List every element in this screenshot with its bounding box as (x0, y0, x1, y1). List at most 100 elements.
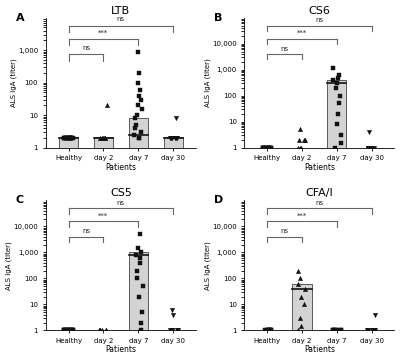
Point (261, 145, 267, 150)
Y-axis label: ALS IgA (titer): ALS IgA (titer) (10, 58, 16, 107)
Point (262, 328, 268, 333)
Point (336, 73, 342, 78)
Point (168, 135, 174, 141)
Point (370, 328, 376, 333)
Point (98, 328, 105, 333)
Point (264, 145, 270, 150)
Title: CS6: CS6 (308, 5, 330, 15)
Point (135, 245, 141, 251)
Point (330, 65, 336, 71)
Point (133, 122, 140, 128)
Point (297, 145, 304, 150)
Point (131, 116, 138, 121)
Point (337, 93, 343, 99)
Point (136, 135, 143, 141)
Point (100, 135, 106, 141)
Bar (94, 136, 113, 148)
Point (62, 135, 69, 141)
Text: ns: ns (280, 228, 289, 234)
Point (138, 320, 144, 325)
Point (63, 135, 69, 141)
Bar (292, 284, 312, 330)
Point (69, 328, 76, 333)
Point (66, 328, 72, 333)
Point (103, 328, 109, 333)
Text: C: C (16, 195, 24, 205)
Point (334, 80, 340, 86)
Point (266, 145, 272, 150)
Point (135, 80, 142, 86)
Bar (129, 118, 148, 148)
Bar (129, 252, 148, 330)
Point (66, 135, 73, 141)
Point (70, 135, 76, 141)
Point (97, 328, 103, 333)
Point (296, 315, 303, 321)
Point (265, 145, 272, 150)
Point (266, 328, 273, 333)
Point (167, 328, 174, 333)
Point (330, 328, 336, 333)
Point (366, 129, 373, 135)
Point (136, 93, 142, 99)
X-axis label: Patients: Patients (304, 346, 335, 355)
Point (365, 145, 371, 150)
Point (137, 255, 144, 261)
Point (102, 135, 108, 141)
Point (66, 328, 72, 333)
Text: D: D (214, 195, 224, 205)
Point (334, 75, 341, 80)
Point (63, 328, 70, 333)
Point (369, 328, 375, 333)
Text: ***: *** (98, 213, 108, 219)
Point (266, 145, 272, 150)
Point (169, 307, 176, 313)
Point (61, 135, 67, 141)
Point (372, 328, 378, 333)
Point (134, 268, 140, 274)
Point (332, 328, 338, 333)
X-axis label: Patients: Patients (105, 163, 136, 172)
Point (97, 328, 103, 333)
Point (136, 135, 142, 141)
Point (260, 145, 267, 150)
Point (138, 97, 144, 103)
Point (173, 116, 179, 121)
Point (338, 132, 344, 138)
Point (97, 328, 104, 333)
Point (260, 145, 266, 150)
Point (264, 145, 270, 150)
Point (66, 135, 73, 141)
Point (61, 328, 67, 333)
Title: CFA/I: CFA/I (306, 188, 333, 198)
Point (97, 135, 103, 141)
Title: LTB: LTB (111, 5, 130, 15)
Point (66, 328, 73, 333)
Point (68, 135, 74, 141)
Point (264, 328, 270, 333)
Point (136, 70, 142, 76)
Point (338, 328, 344, 333)
Y-axis label: ALS IgA (titer): ALS IgA (titer) (204, 58, 211, 107)
Point (174, 135, 180, 141)
Point (263, 145, 270, 150)
Point (365, 145, 371, 150)
Point (68, 135, 74, 141)
Point (367, 145, 374, 150)
Point (68, 328, 75, 333)
Text: ns: ns (117, 200, 125, 206)
Point (268, 328, 275, 333)
Point (266, 328, 273, 333)
Bar (327, 80, 346, 148)
Point (297, 275, 303, 281)
X-axis label: Patients: Patients (304, 163, 335, 172)
Point (261, 145, 268, 150)
Point (66, 135, 72, 141)
Point (102, 135, 108, 141)
Point (372, 312, 378, 318)
Bar (59, 136, 78, 148)
Point (267, 328, 273, 333)
Point (297, 145, 304, 150)
Point (137, 231, 143, 237)
Point (294, 268, 301, 274)
